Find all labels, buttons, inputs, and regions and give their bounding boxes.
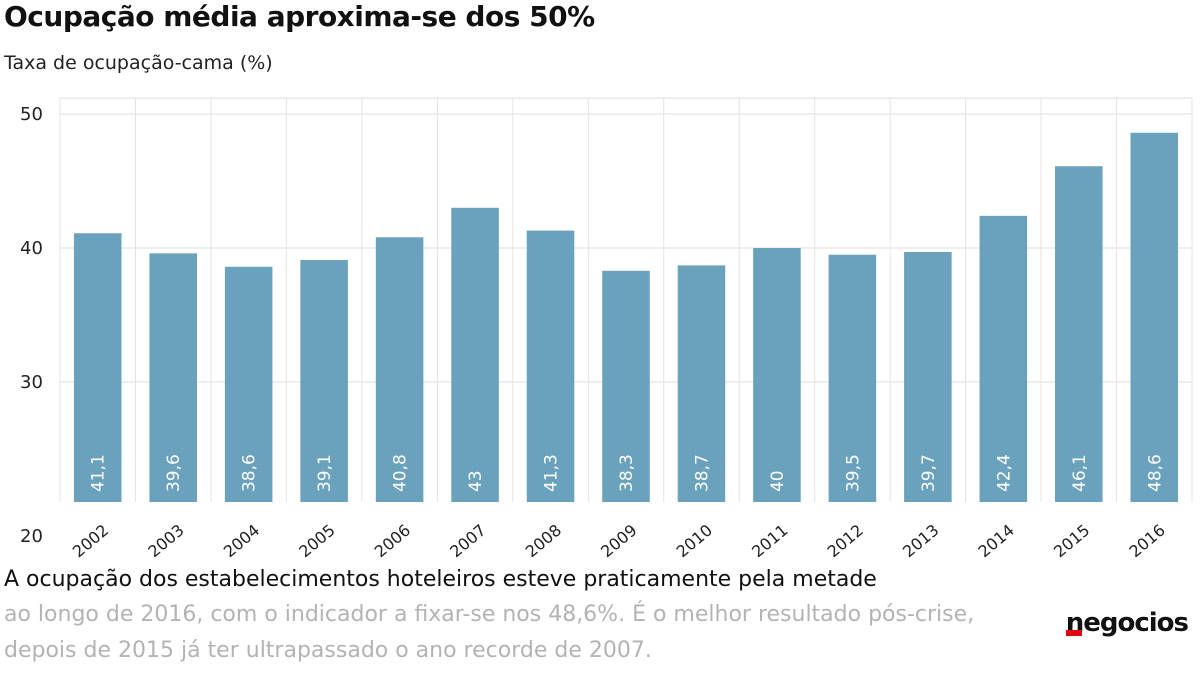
- data-label-2003: 39,6: [164, 454, 184, 492]
- x-tick-label-2007: 2007: [446, 521, 489, 560]
- bars: 41,1 39,6 38,6 39,1 40,8 43 41,3 38,3 38,7 40 39,5…: [73, 132, 1179, 503]
- data-label-2010: 38,7: [692, 454, 712, 492]
- data-label-2004: 38,6: [240, 454, 260, 492]
- bar-2013: [904, 252, 952, 502]
- caption-line-3: depois de 2015 já ter ultrapassado o ano…: [4, 638, 652, 663]
- data-label-2002: 41,1: [89, 454, 109, 492]
- chart-title: Ocupação média aproxima-se dos 50%: [4, 0, 595, 33]
- x-axis-ticks: 2002 2003 2004 2005 2006 2007 2008 2009 2010 2011…: [69, 521, 1169, 560]
- grid-lines: [59, 97, 1193, 502]
- bar-2004: [224, 266, 273, 502]
- data-label-2012: 39,5: [843, 454, 863, 492]
- bar-2003: [149, 253, 197, 502]
- data-label-2007: 43: [466, 470, 486, 492]
- x-tick-label-2004: 2004: [220, 521, 263, 560]
- data-label-2008: 41,3: [542, 454, 562, 492]
- bar-2015: [1055, 166, 1103, 502]
- x-tick-label-2003: 2003: [144, 521, 187, 560]
- x-tick-label-2002: 2002: [69, 521, 112, 560]
- x-tick-label-2015: 2015: [1050, 521, 1093, 560]
- logo-accent-bar: [1065, 630, 1082, 636]
- caption-line-1: A ocupação dos estabelecimentos hoteleir…: [4, 567, 877, 592]
- bar-2006: [375, 237, 424, 502]
- bar-chart: 20 30 40 50 41,1 39,6 38,6 39,1 40,8 43 41,3 38,3 3…: [20, 97, 1193, 560]
- data-label-2006: 40,8: [391, 454, 411, 492]
- bar-2016: [1130, 132, 1179, 502]
- x-tick-label-2016: 2016: [1125, 521, 1168, 560]
- y-tick-label: 30: [20, 372, 43, 393]
- x-tick-label-2013: 2013: [899, 521, 942, 560]
- bar-2005: [300, 260, 348, 502]
- data-label-2013: 39,7: [919, 454, 939, 492]
- data-label-2016: 48,6: [1145, 454, 1165, 492]
- y-tick-label: 20: [20, 526, 43, 547]
- bar-2002: [73, 233, 122, 502]
- bar-2014: [979, 215, 1028, 502]
- x-tick-label-2011: 2011: [748, 521, 791, 560]
- data-label-2014: 42,4: [994, 454, 1014, 492]
- chart-subtitle: Taxa de ocupação-cama (%): [4, 52, 273, 74]
- x-tick-label-2005: 2005: [295, 521, 338, 560]
- logo-text: negocios: [1065, 608, 1189, 638]
- bar-2012: [828, 254, 877, 502]
- y-axis-ticks: 20 30 40 50: [20, 104, 43, 547]
- bar-2007: [451, 207, 499, 503]
- caption-line-2: ao longo de 2016, com o indicador a fixa…: [4, 602, 975, 627]
- bar-2011: [753, 248, 801, 502]
- negocios-logo: negocios: [1063, 608, 1190, 638]
- x-tick-label-2006: 2006: [371, 521, 414, 560]
- x-tick-label-2012: 2012: [824, 521, 867, 560]
- data-label-2011: 40: [768, 470, 788, 492]
- x-tick-label-2008: 2008: [522, 521, 565, 560]
- x-tick-label-2009: 2009: [597, 521, 640, 560]
- data-label-2005: 39,1: [315, 454, 335, 492]
- y-tick-label: 40: [20, 238, 43, 259]
- data-label-2009: 38,3: [617, 454, 637, 492]
- x-tick-label-2010: 2010: [673, 521, 716, 560]
- data-label-2015: 46,1: [1070, 454, 1090, 492]
- bar-2008: [526, 230, 575, 502]
- bar-2010: [677, 265, 726, 502]
- x-tick-label-2014: 2014: [974, 521, 1017, 560]
- y-tick-label: 50: [20, 104, 43, 125]
- bar-2009: [602, 270, 650, 502]
